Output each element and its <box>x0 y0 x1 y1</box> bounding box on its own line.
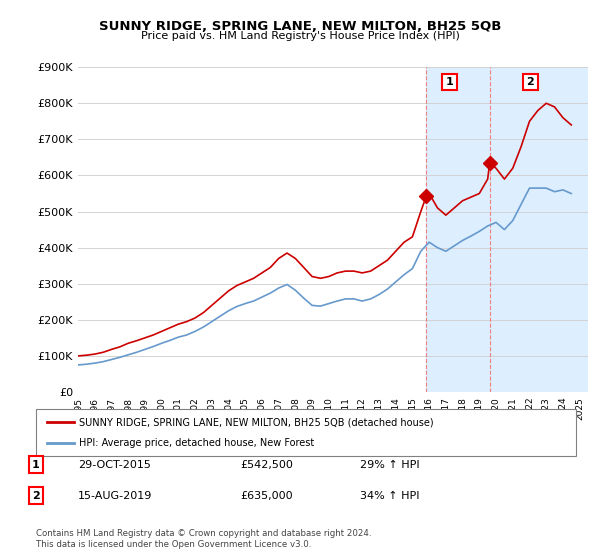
Text: 1: 1 <box>32 460 40 470</box>
Bar <box>427 67 490 392</box>
Text: SUNNY RIDGE, SPRING LANE, NEW MILTON, BH25 5QB (detached house): SUNNY RIDGE, SPRING LANE, NEW MILTON, BH… <box>79 417 434 427</box>
Text: 29-OCT-2015: 29-OCT-2015 <box>78 460 151 470</box>
Text: £635,000: £635,000 <box>240 491 293 501</box>
Text: £542,500: £542,500 <box>240 460 293 470</box>
Text: 2: 2 <box>527 77 535 87</box>
Bar <box>490 67 588 392</box>
Text: 34% ↑ HPI: 34% ↑ HPI <box>360 491 419 501</box>
Text: Contains HM Land Registry data © Crown copyright and database right 2024.
This d: Contains HM Land Registry data © Crown c… <box>36 529 371 549</box>
Text: 29% ↑ HPI: 29% ↑ HPI <box>360 460 419 470</box>
Text: HPI: Average price, detached house, New Forest: HPI: Average price, detached house, New … <box>79 438 314 448</box>
FancyBboxPatch shape <box>36 409 576 456</box>
Text: SUNNY RIDGE, SPRING LANE, NEW MILTON, BH25 5QB: SUNNY RIDGE, SPRING LANE, NEW MILTON, BH… <box>99 20 501 32</box>
Text: Price paid vs. HM Land Registry's House Price Index (HPI): Price paid vs. HM Land Registry's House … <box>140 31 460 41</box>
Text: 1: 1 <box>446 77 454 87</box>
Text: 2: 2 <box>32 491 40 501</box>
Text: 15-AUG-2019: 15-AUG-2019 <box>78 491 152 501</box>
